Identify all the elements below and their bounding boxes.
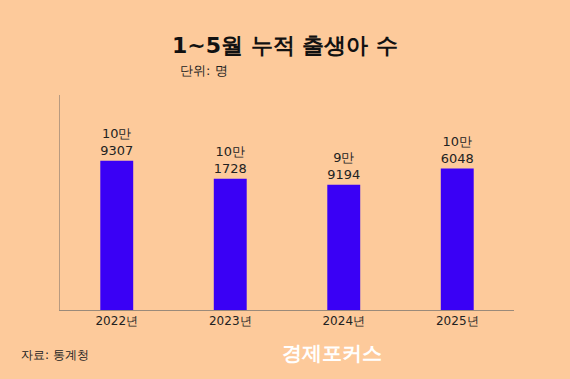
svg-text:10만1728: 10만1728 xyxy=(214,144,247,176)
svg-text:2024년: 2024년 xyxy=(322,314,365,328)
svg-text:9만9194: 9만9194 xyxy=(327,150,360,182)
svg-text:1~5월 누적 출생아 수: 1~5월 누적 출생아 수 xyxy=(172,33,398,58)
svg-text:10만9307: 10만9307 xyxy=(100,126,133,158)
svg-text:2023년: 2023년 xyxy=(209,314,252,328)
svg-text:경제포커스: 경제포커스 xyxy=(282,341,382,365)
svg-text:10만6048: 10만6048 xyxy=(441,134,474,166)
svg-text:2025년: 2025년 xyxy=(436,314,479,328)
svg-text:2022년: 2022년 xyxy=(95,314,138,328)
svg-text:단위: 명: 단위: 명 xyxy=(180,63,228,78)
svg-text:자료: 통계청: 자료: 통계청 xyxy=(21,348,89,362)
